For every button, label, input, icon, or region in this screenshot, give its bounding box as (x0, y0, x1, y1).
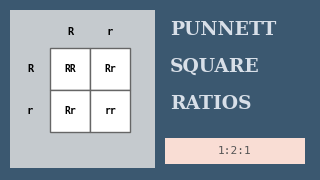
Bar (90, 90, 130, 132)
Text: Rr: Rr (64, 106, 76, 116)
Bar (50, 48, 90, 90)
Text: Rr: Rr (104, 64, 116, 74)
Bar (10, 10, 155, 168)
Bar (50, 90, 90, 132)
Text: rr: rr (104, 106, 116, 116)
Text: PUNNETT: PUNNETT (170, 21, 276, 39)
Bar (90, 48, 130, 90)
Text: r: r (107, 27, 113, 37)
Text: 1:2:1: 1:2:1 (218, 146, 252, 156)
Text: RR: RR (64, 64, 76, 74)
Text: r: r (27, 106, 33, 116)
Text: RATIOS: RATIOS (170, 95, 252, 113)
Bar (165, 138, 305, 164)
Text: R: R (27, 64, 33, 74)
Text: SQUARE: SQUARE (170, 58, 260, 76)
Text: R: R (67, 27, 73, 37)
